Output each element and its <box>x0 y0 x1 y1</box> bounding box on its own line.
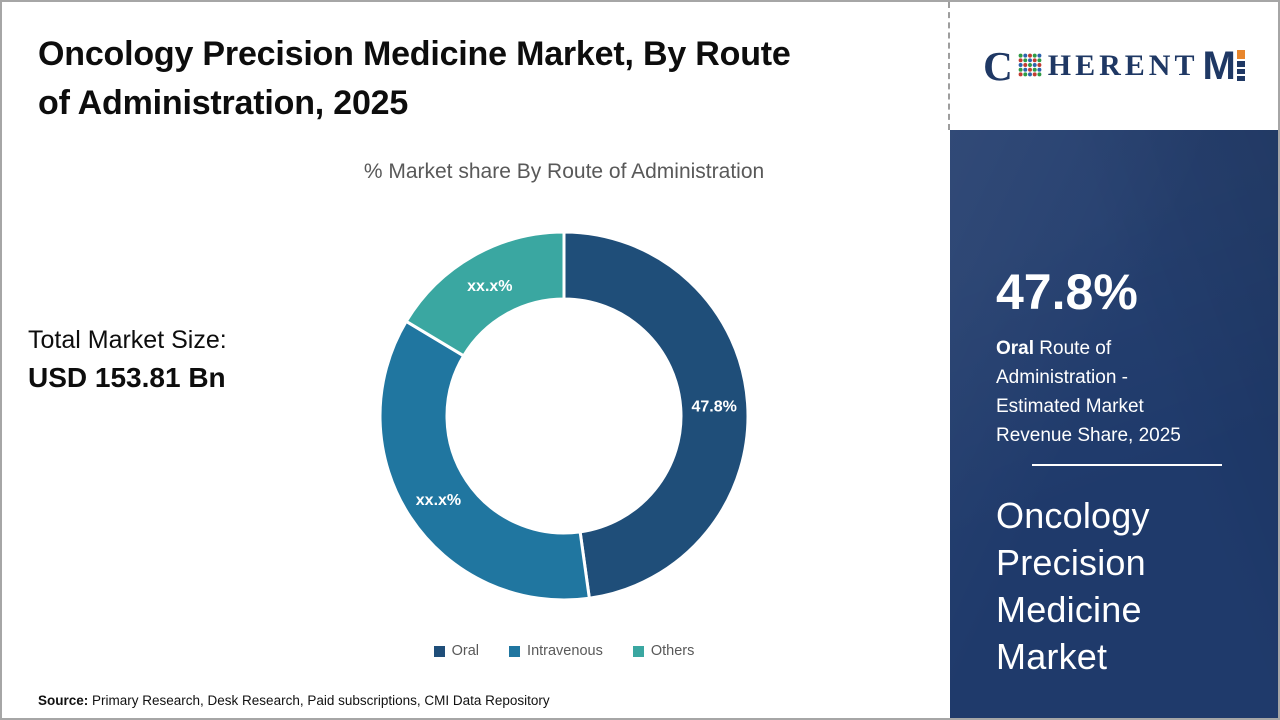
globe-dot <box>1032 72 1037 77</box>
globe-dot <box>1018 63 1023 67</box>
globe-dot <box>1037 67 1042 72</box>
globe-dot <box>1037 53 1042 58</box>
donut-segment-others <box>404 230 566 358</box>
globe-dot <box>1037 63 1042 67</box>
legend-label-oral: Oral <box>451 643 480 659</box>
globe-dot <box>1027 63 1032 67</box>
logo-area: C HERENT M <box>950 2 1278 130</box>
logo-i-navy-segment <box>1236 60 1245 67</box>
donut-segment-label-intravenous: xx.x% <box>416 492 461 509</box>
logo-i-navy-segment <box>1236 75 1245 81</box>
legend-swatch-oral <box>433 646 445 657</box>
globe-dot <box>1037 72 1042 77</box>
logo-letter-c: C <box>983 42 1013 89</box>
donut-chart-svg: 47.8% xx.x% xx.x% <box>378 230 750 602</box>
source-line: Source: Primary Research, Desk Research,… <box>38 693 550 708</box>
globe-dot <box>1032 58 1037 63</box>
sidebar-divider-line <box>1032 464 1222 466</box>
globe-dot <box>1032 67 1037 72</box>
legend-item-others: Others <box>632 643 695 659</box>
total-market-size-label: Total Market Size: <box>28 326 227 354</box>
donut-segment-oral <box>562 230 750 600</box>
highlight-sidebar: 47.8% Oral Route of Administration - Est… <box>950 130 1278 718</box>
total-market-size: Total Market Size: USD 153.81 Bn <box>28 322 227 398</box>
globe-dot <box>1018 53 1023 58</box>
logo-i-navy-segment <box>1236 68 1245 74</box>
sidebar-stat-desc-rest: Route of Administration - Estimated Mark… <box>996 338 1181 446</box>
globe-dot <box>1018 67 1023 72</box>
logo-letter-m: M <box>1202 44 1235 88</box>
globe-dot <box>1023 72 1028 77</box>
legend-item-oral: Oral <box>433 643 480 659</box>
sidebar-stat-description: Oral Route of Administration - Estimated… <box>996 334 1204 450</box>
source-label: Source: <box>38 693 89 708</box>
donut-segment-label-others: xx.x% <box>467 278 512 295</box>
globe-dot <box>1023 67 1028 72</box>
donut-chart: 47.8% xx.x% xx.x% <box>374 226 754 606</box>
coherentmi-logo: C HERENT M <box>983 42 1245 89</box>
legend-item-intravenous: Intravenous <box>509 643 603 659</box>
sidebar-stat-value: 47.8% <box>996 264 1138 320</box>
legend-label-others: Others <box>650 643 695 659</box>
globe-dot <box>1018 58 1023 63</box>
sidebar-stat-desc-bold: Oral <box>996 338 1035 359</box>
globe-dot <box>1023 53 1028 58</box>
globe-dot <box>1027 53 1032 58</box>
globe-dot <box>1023 63 1028 67</box>
total-market-size-value: USD 153.81 Bn <box>28 362 226 393</box>
page-title: Oncology Precision Medicine Market, By R… <box>38 30 918 128</box>
chart-legend: Oral Intravenous Others <box>224 643 904 659</box>
logo-letters-herent: HERENT <box>1047 49 1199 82</box>
globe-dot <box>1032 63 1037 67</box>
chart-subtitle: % Market share By Route of Administratio… <box>363 160 765 183</box>
globe-dot <box>1037 58 1042 63</box>
globe-dot <box>1032 53 1037 58</box>
legend-swatch-intravenous <box>509 646 521 657</box>
sidebar-product-title: Oncology Precision Medicine Market <box>996 495 1150 677</box>
page-title-line1: Oncology Precision Medicine Market, By R… <box>38 35 791 73</box>
logo-bar-i-icon <box>1236 49 1245 81</box>
dashed-divider <box>948 2 950 130</box>
source-text: Primary Research, Desk Research, Paid su… <box>88 693 550 708</box>
page-title-line2: of Administration, 2025 <box>38 84 409 122</box>
donut-segment-label-oral: 47.8% <box>691 399 736 416</box>
globe-dot <box>1023 58 1028 63</box>
logo-i-orange-segment <box>1236 49 1245 59</box>
donut-segment-intravenous <box>378 319 592 602</box>
globe-dot <box>1027 72 1032 77</box>
globe-dot <box>1018 72 1023 77</box>
legend-label-intravenous: Intravenous <box>527 643 603 659</box>
dotted-globe-icon <box>1018 53 1042 77</box>
globe-dot <box>1027 58 1032 63</box>
legend-swatch-others <box>632 646 644 657</box>
globe-dot <box>1027 67 1032 72</box>
